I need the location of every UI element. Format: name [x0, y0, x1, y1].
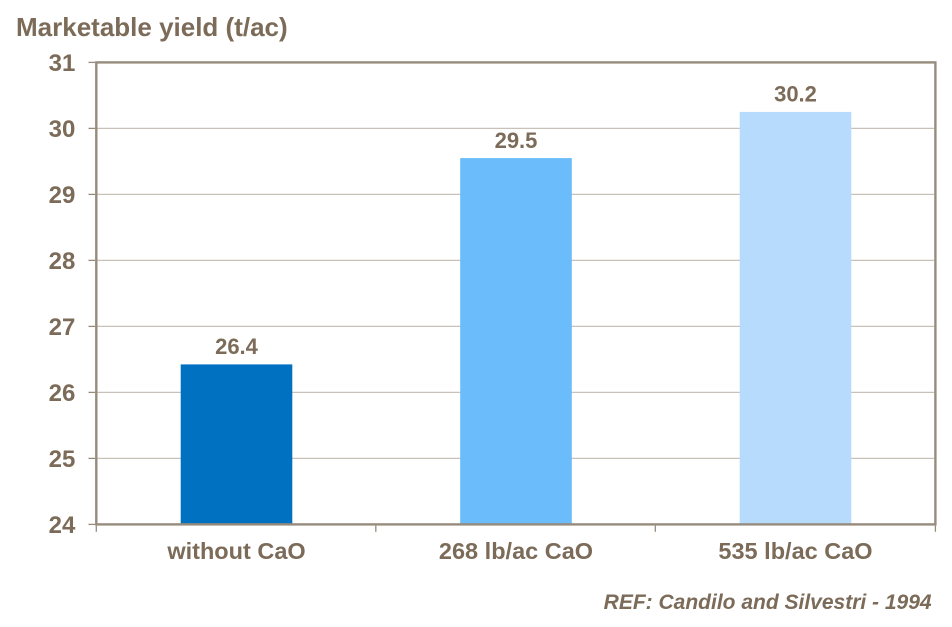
- svg-text:27: 27: [49, 314, 76, 341]
- svg-text:Marketable yield (t/ac): Marketable yield (t/ac): [16, 12, 288, 42]
- svg-text:31: 31: [49, 50, 76, 77]
- svg-text:26: 26: [49, 380, 76, 407]
- svg-text:268 lb/ac CaO: 268 lb/ac CaO: [439, 538, 593, 564]
- svg-text:29.5: 29.5: [495, 128, 538, 153]
- svg-text:without CaO: without CaO: [166, 538, 305, 564]
- svg-text:25: 25: [49, 446, 76, 473]
- svg-text:535 lb/ac CaO: 535 lb/ac CaO: [718, 538, 872, 564]
- svg-text:REF: Candilo and Silvestri - 1: REF: Candilo and Silvestri - 1994: [604, 591, 932, 614]
- svg-text:29: 29: [49, 182, 76, 209]
- svg-text:28: 28: [49, 248, 76, 275]
- svg-text:26.4: 26.4: [215, 334, 259, 359]
- svg-text:24: 24: [49, 512, 76, 539]
- svg-text:30: 30: [49, 116, 76, 143]
- svg-text:30.2: 30.2: [774, 82, 817, 107]
